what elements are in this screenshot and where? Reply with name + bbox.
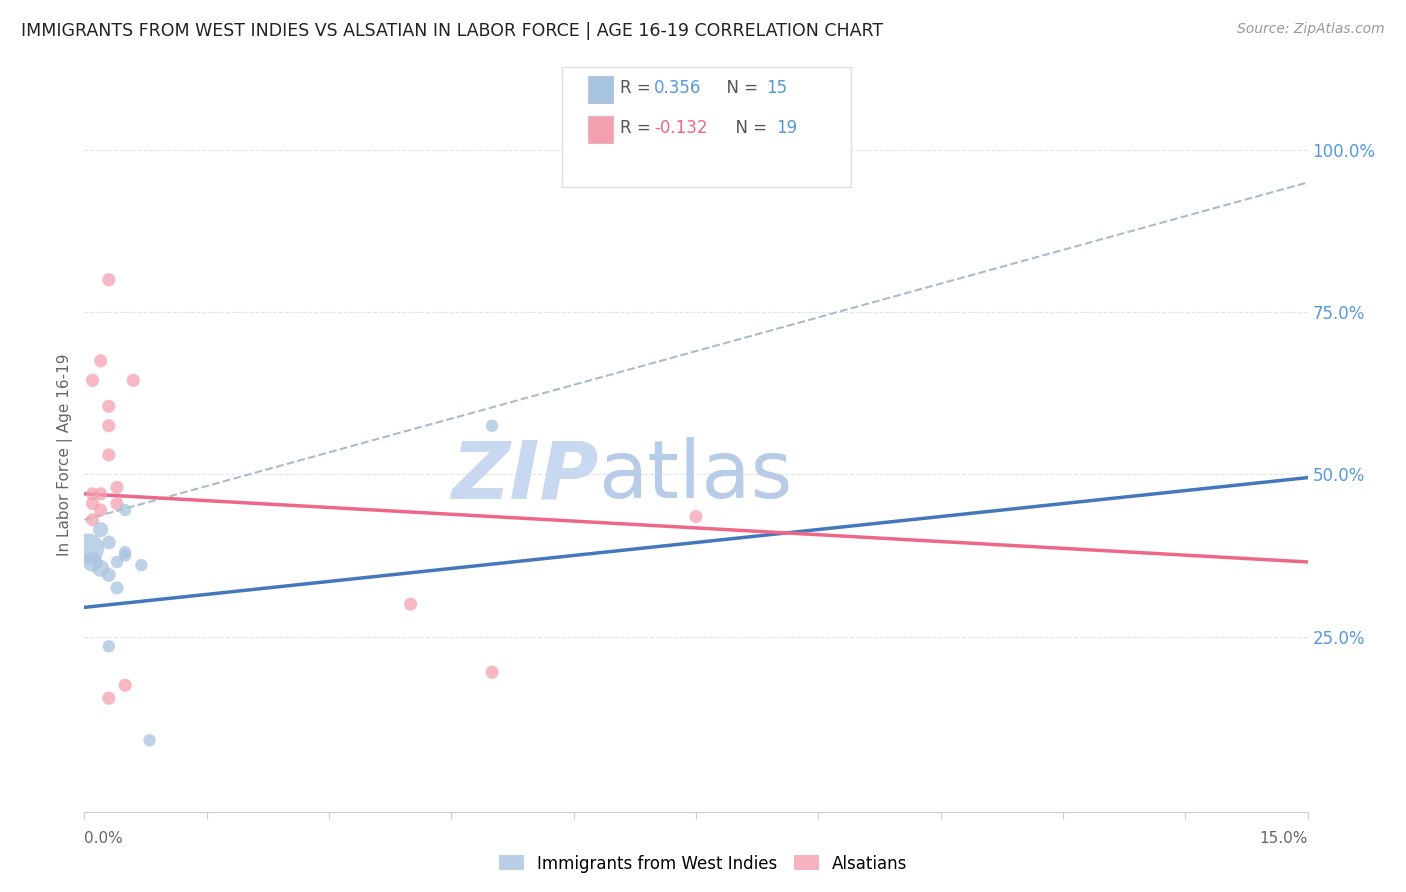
Text: 15.0%: 15.0%	[1260, 831, 1308, 846]
Point	[97, 418, 120, 433]
Text: -0.132: -0.132	[654, 119, 707, 136]
Point	[97, 568, 120, 582]
Point	[105, 581, 128, 595]
Point	[481, 418, 503, 433]
Point	[122, 373, 145, 387]
Point	[90, 561, 112, 575]
Text: 0.356: 0.356	[654, 79, 702, 97]
Point	[399, 597, 422, 611]
Text: N =: N =	[716, 79, 763, 97]
Point	[105, 480, 128, 494]
Point	[90, 487, 112, 501]
Text: 19: 19	[776, 119, 797, 136]
Text: 0.0%: 0.0%	[84, 831, 124, 846]
Point	[97, 691, 120, 706]
Point	[77, 541, 100, 556]
Point	[114, 503, 136, 517]
Point	[90, 503, 112, 517]
Point	[131, 558, 153, 573]
Point	[97, 640, 120, 654]
Text: 15: 15	[766, 79, 787, 97]
Text: N =: N =	[725, 119, 773, 136]
Text: R =: R =	[620, 119, 657, 136]
Text: R =: R =	[620, 79, 657, 97]
Legend: Immigrants from West Indies, Alsatians: Immigrants from West Indies, Alsatians	[492, 848, 914, 880]
Text: atlas: atlas	[598, 437, 793, 516]
Point	[97, 399, 120, 413]
Point	[105, 497, 128, 511]
Point	[481, 665, 503, 680]
Point	[82, 555, 104, 569]
Point	[114, 678, 136, 692]
Y-axis label: In Labor Force | Age 16-19: In Labor Force | Age 16-19	[58, 353, 73, 557]
Point	[114, 545, 136, 559]
Point	[685, 509, 707, 524]
Point	[105, 555, 128, 569]
Point	[82, 373, 104, 387]
Point	[97, 448, 120, 462]
Point	[82, 497, 104, 511]
Text: IMMIGRANTS FROM WEST INDIES VS ALSATIAN IN LABOR FORCE | AGE 16-19 CORRELATION C: IMMIGRANTS FROM WEST INDIES VS ALSATIAN …	[21, 22, 883, 40]
Point	[138, 733, 160, 747]
Point	[114, 549, 136, 563]
Point	[82, 487, 104, 501]
Text: ZIP: ZIP	[451, 437, 598, 516]
Point	[90, 354, 112, 368]
Point	[97, 535, 120, 549]
Text: Source: ZipAtlas.com: Source: ZipAtlas.com	[1237, 22, 1385, 37]
Point	[97, 273, 120, 287]
Point	[82, 513, 104, 527]
Point	[90, 523, 112, 537]
